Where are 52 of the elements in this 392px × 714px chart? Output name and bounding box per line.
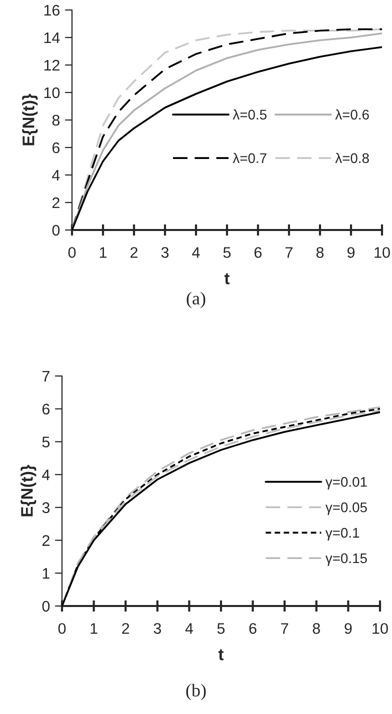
- x-tick-label: 3: [161, 247, 169, 258]
- y-tick-label: 0: [52, 224, 60, 236]
- y-tick-label: 3: [42, 502, 50, 514]
- x-tick-label: 1: [100, 247, 107, 258]
- x-tick-label: 9: [347, 247, 355, 258]
- y-tick-label: 2: [42, 535, 50, 546]
- legend-label: γ=0.01: [325, 476, 367, 490]
- y-tick-label: 6: [42, 404, 50, 415]
- x-tick-label: 0: [68, 247, 76, 258]
- y-tick-label: 10: [44, 87, 60, 98]
- x-tick-label: 7: [286, 247, 292, 258]
- legend-label: γ=0.1: [325, 528, 360, 540]
- legend-label: λ=0.7: [232, 152, 266, 164]
- text: (a): [186, 292, 206, 308]
- x-tick-label: 9: [344, 623, 352, 634]
- x-tick-label: 8: [316, 247, 324, 258]
- y-tick-label: 6: [52, 142, 60, 154]
- y-tick-label: 5: [42, 436, 50, 448]
- y-axis-title: E{N(t)}: [20, 464, 36, 516]
- x-tick-label: 6: [249, 623, 256, 634]
- x-tick-label: 10: [372, 623, 388, 634]
- x-tick-label: 2: [122, 623, 130, 634]
- y-tick-label: 1: [42, 568, 50, 579]
- x-axis-title: t: [224, 273, 230, 284]
- x-tick-label: 8: [312, 623, 320, 634]
- y-tick-label: 4: [52, 170, 60, 181]
- y-tick-label: 12: [44, 60, 60, 71]
- text: (b): [186, 684, 206, 700]
- y-tick-label: 0: [42, 600, 50, 612]
- y-tick-label: 2: [52, 197, 60, 208]
- x-tick-label: 5: [223, 247, 231, 258]
- y-axis-title: E{N(t)}: [22, 94, 38, 146]
- legend-label: γ=0.15: [325, 553, 367, 566]
- y-tick-label: 7: [42, 371, 50, 382]
- x-tick-label: 3: [154, 623, 161, 634]
- y-tick-label: 8: [52, 114, 60, 126]
- legend-label: λ=0.5: [232, 109, 266, 120]
- x-tick-label: 10: [374, 247, 390, 258]
- x-tick-label: 4: [185, 623, 193, 634]
- x-tick-label: 4: [192, 247, 200, 258]
- legend-label: λ=0.8: [335, 152, 369, 164]
- x-tick-label: 5: [217, 623, 225, 634]
- x-tick-label: 1: [90, 623, 98, 634]
- y-tick-label: 16: [44, 4, 60, 16]
- x-tick-label: 2: [130, 247, 138, 258]
- y-tick-label: 4: [42, 470, 50, 480]
- x-axis-title: t: [218, 649, 224, 660]
- y-tick-label: 14: [44, 32, 60, 44]
- x-tick-label: 6: [254, 247, 262, 258]
- legend-label: λ=0.6: [335, 109, 369, 120]
- legend-label: γ=0.05: [325, 502, 367, 515]
- x-tick-label: 7: [281, 623, 288, 634]
